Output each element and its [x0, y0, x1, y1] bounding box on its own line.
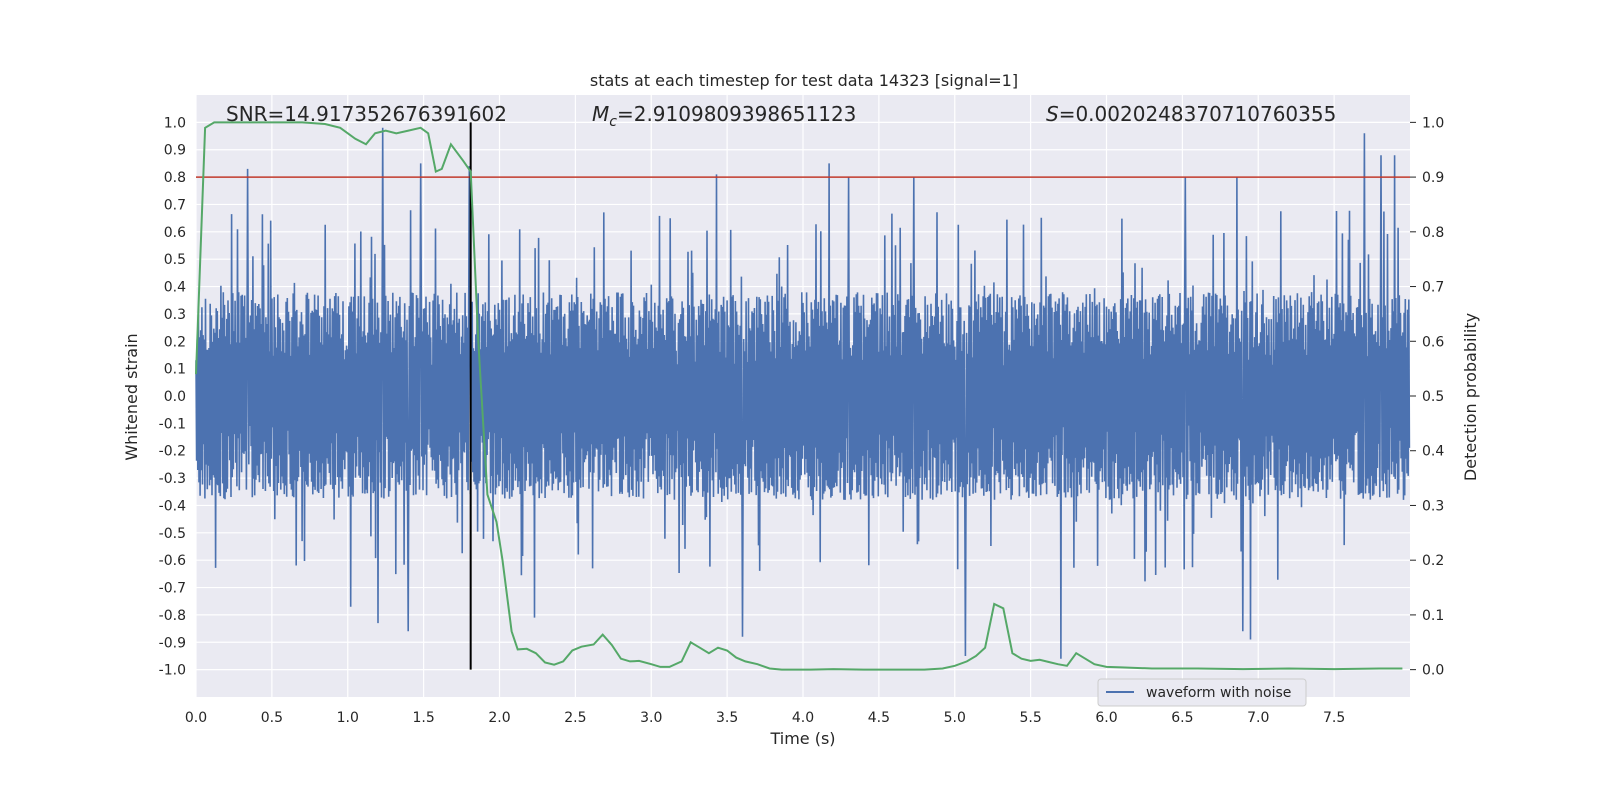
y-tick-label-left: -0.8 [159, 608, 186, 624]
x-tick-label: 6.0 [1095, 710, 1117, 726]
y-tick-label-left: -0.4 [159, 498, 186, 514]
x-tick-label: 0.0 [185, 710, 207, 726]
y-tick-label-right: 0.7 [1422, 280, 1444, 296]
chirp-mass-annotation: Mc=2.9109809398651123 [592, 102, 856, 130]
y-tick-label-left: -0.9 [159, 635, 186, 651]
y-tick-label-left: 0.9 [164, 143, 186, 159]
y-tick-label-left: 0.2 [164, 334, 186, 350]
s-statistic-value: =0.0020248370710760355 [1059, 102, 1337, 126]
y-tick-label-left: -0.2 [159, 444, 186, 460]
chirp-mass-value: =2.9109809398651123 [617, 102, 856, 126]
s-statistic-annotation: S=0.0020248370710760355 [1046, 102, 1336, 126]
y-tick-label-left: -0.7 [159, 581, 186, 597]
y-axis-label-left: Whitened strain [122, 333, 141, 460]
x-tick-label: 7.5 [1323, 710, 1345, 726]
x-tick-label: 2.5 [564, 710, 586, 726]
x-tick-label: 4.5 [868, 710, 890, 726]
ticks: 0.0 0.5 1.0 1.5 2.0 2.5 3.0 3.5 4.0 4.5 5.0 5.5 6.0 6… [159, 115, 1445, 726]
y-tick-label-right: 0.0 [1422, 663, 1444, 679]
y-tick-label-right: 1.0 [1422, 115, 1444, 131]
x-tick-label: 4.0 [792, 710, 814, 726]
y-tick-label-right: 0.9 [1422, 170, 1444, 186]
legend-label: waveform with noise [1146, 685, 1291, 701]
y-tick-label-left: 0.1 [164, 362, 186, 378]
y-tick-label-left: -0.1 [159, 416, 186, 432]
snr-annotation: SNR=14.917352676391602 [226, 102, 507, 126]
y-tick-label-left: 0.5 [164, 252, 186, 268]
y-tick-label-right: 0.5 [1422, 389, 1444, 405]
x-tick-label: 5.5 [1019, 710, 1041, 726]
y-tick-label-left: 0.3 [164, 307, 186, 323]
x-tick-label: 3.0 [640, 710, 662, 726]
s-statistic-symbol: S [1046, 102, 1059, 126]
y-tick-label-right: 0.2 [1422, 553, 1444, 569]
x-tick-label: 1.0 [337, 710, 359, 726]
y-tick-label-left: -0.6 [159, 553, 186, 569]
x-tick-label: 7.0 [1247, 710, 1269, 726]
y-tick-label-right: 0.8 [1422, 225, 1444, 241]
legend: waveform with noise [1097, 678, 1307, 707]
waveform-line [195, 127, 1411, 659]
x-tick-label: 2.0 [488, 710, 510, 726]
y-tick-label-left: 0.4 [164, 280, 186, 296]
detection-probability-line [195, 121, 1403, 671]
waveform-series [195, 127, 1411, 659]
y-tick-label-left: 0.8 [164, 170, 186, 186]
chart-title: stats at each timestep for test data 143… [590, 71, 1018, 90]
chirp-mass-symbol: M [592, 102, 609, 126]
chirp-mass-subscript: c [609, 114, 617, 130]
x-tick-label: 6.5 [1171, 710, 1193, 726]
y-tick-label-left: -0.3 [159, 471, 186, 487]
y-tick-label-right: 0.4 [1422, 444, 1444, 460]
y-tick-label-left: 1.0 [164, 115, 186, 131]
x-tick-label: 0.5 [261, 710, 283, 726]
y-tick-label-left: -1.0 [159, 663, 186, 679]
y-tick-label-left: 0.0 [164, 389, 186, 405]
x-axis-label: Time (s) [769, 729, 835, 748]
x-tick-label: 5.0 [944, 710, 966, 726]
x-tick-label: 1.5 [412, 710, 434, 726]
y-tick-label-left: 0.7 [164, 197, 186, 213]
y-axis-label-right: Detection probability [1461, 313, 1480, 481]
legend-box [1097, 678, 1307, 707]
y-tick-label-left: 0.6 [164, 225, 186, 241]
y-tick-label-right: 0.6 [1422, 334, 1444, 350]
y-tick-label-right: 0.1 [1422, 608, 1444, 624]
y-tick-label-left: -0.5 [159, 526, 186, 542]
y-tick-label-right: 0.3 [1422, 498, 1444, 514]
probability-series-group [195, 121, 1403, 671]
x-tick-label: 3.5 [716, 710, 738, 726]
